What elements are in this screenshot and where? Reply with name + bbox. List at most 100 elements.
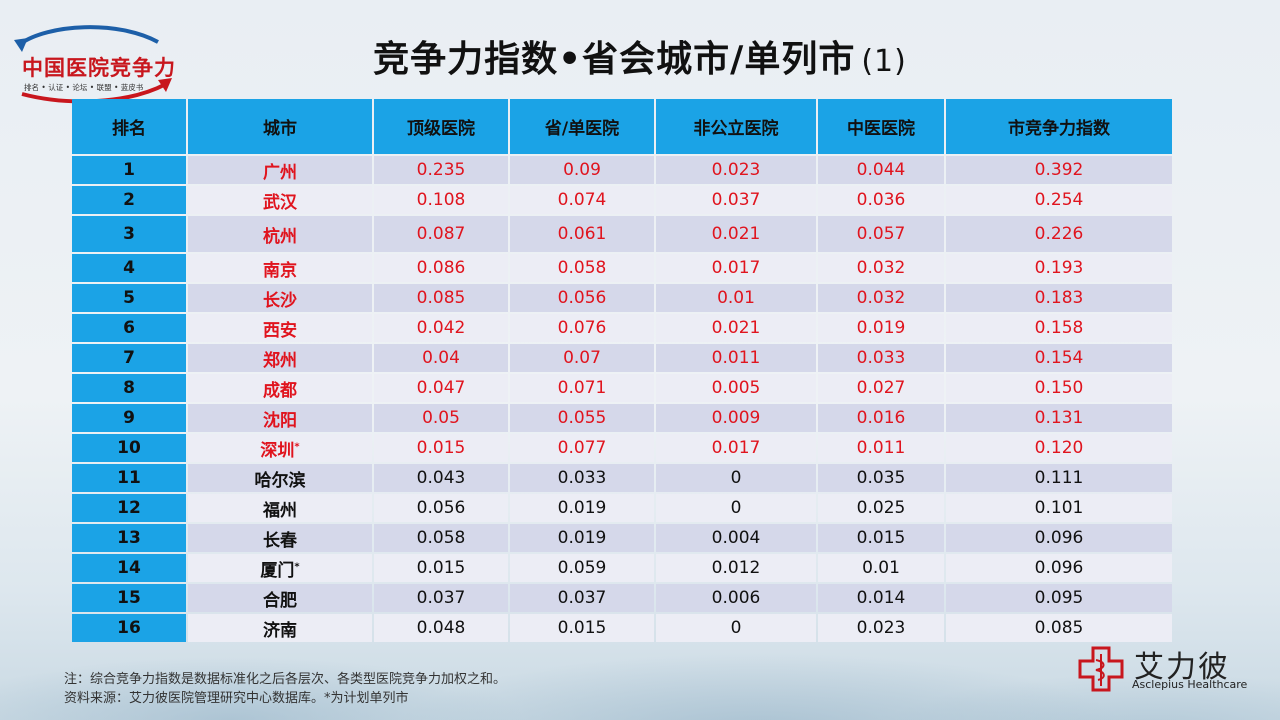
provincial-hospital-cell-text: 0.074	[557, 190, 607, 210]
private-hospital-cell-text: 0.021	[711, 224, 761, 244]
tcm-hospital-cell: 0.01	[818, 554, 944, 582]
tcm-hospital-cell-text: 0.016	[856, 408, 906, 428]
city-index-cell-text: 0.085	[1034, 618, 1084, 638]
private-hospital-cell-text: 0.037	[711, 190, 761, 210]
city-index-cell-text: 0.096	[1034, 528, 1084, 548]
table-row: 7 郑州 0.04 0.07 0.011 0.033 0.154	[72, 344, 1172, 372]
top-hospital-cell: 0.087	[374, 216, 508, 252]
provincial-hospital-cell: 0.077	[510, 434, 654, 462]
city-index-cell: 0.096	[946, 554, 1172, 582]
city-index-cell-text: 0.101	[1034, 498, 1084, 518]
city-index-cell: 0.183	[946, 284, 1172, 312]
city-cell-text: 广州	[263, 162, 297, 183]
private-hospital-cell: 0.023	[656, 156, 816, 184]
provincial-hospital-cell-text: 0.019	[557, 498, 607, 518]
asclepius-logo: 艾力彼 Asclepius Healthcare	[1078, 640, 1268, 700]
private-hospital-cell-text: 0.017	[711, 438, 761, 458]
city-index-cell-text: 0.120	[1034, 438, 1084, 458]
top-hospital-cell-text: 0.04	[422, 348, 460, 368]
top-hospital-cell-text: 0.085	[416, 288, 466, 308]
city-cell: 广州	[188, 156, 372, 184]
table-row: 11 哈尔滨 0.043 0.033 0 0.035 0.111	[72, 464, 1172, 492]
city-index-cell: 0.096	[946, 524, 1172, 552]
rank-cell-text: 15	[117, 588, 141, 608]
city-index-cell: 0.111	[946, 464, 1172, 492]
top-hospital-cell-text: 0.087	[416, 224, 466, 244]
city-index-cell: 0.226	[946, 216, 1172, 252]
city-cell-text: 济南	[263, 620, 297, 641]
city-index-cell: 0.154	[946, 344, 1172, 372]
provincial-hospital-cell-text: 0.056	[557, 288, 607, 308]
provincial-hospital-cell: 0.09	[510, 156, 654, 184]
footnote-method: 注：综合竞争力指数是数据标准化之后各层次、各类型医院竞争力加权之和。	[64, 672, 507, 687]
rank-cell: 6	[72, 314, 186, 342]
provincial-hospital-cell: 0.07	[510, 344, 654, 372]
tcm-hospital-cell-text: 0.035	[856, 468, 906, 488]
table-header-row: 排名 城市 顶级医院 省/单医院 非公立医院 中医医院 市竞争力指数	[72, 99, 1172, 154]
table-body: 1 广州 0.235 0.09 0.023 0.044 0.392 2 武汉 0.108 0.074…	[72, 156, 1172, 642]
table-row: 1 广州 0.235 0.09 0.023 0.044 0.392	[72, 156, 1172, 184]
rank-cell-text: 5	[123, 288, 135, 308]
city-index-cell: 0.150	[946, 374, 1172, 402]
private-hospital-cell: 0.012	[656, 554, 816, 582]
private-hospital-cell: 0.021	[656, 314, 816, 342]
tcm-hospital-cell: 0.011	[818, 434, 944, 462]
city-index-cell-text: 0.193	[1034, 258, 1084, 278]
top-hospital-cell-text: 0.015	[416, 438, 466, 458]
rank-cell-text: 1	[123, 160, 135, 180]
rank-cell-text: 6	[123, 318, 135, 338]
provincial-hospital-cell-text: 0.077	[557, 438, 607, 458]
rank-cell: 7	[72, 344, 186, 372]
city-index-cell-text: 0.254	[1034, 190, 1084, 210]
city-index-cell: 0.101	[946, 494, 1172, 522]
provincial-hospital-cell-text: 0.037	[557, 588, 607, 608]
rank-cell: 13	[72, 524, 186, 552]
provincial-hospital-cell: 0.055	[510, 404, 654, 432]
top-hospital-cell-text: 0.235	[416, 160, 466, 180]
city-index-cell: 0.095	[946, 584, 1172, 612]
tcm-hospital-cell-text: 0.057	[856, 224, 906, 244]
private-hospital-cell: 0.011	[656, 344, 816, 372]
rank-cell: 2	[72, 186, 186, 214]
provincial-hospital-cell: 0.015	[510, 614, 654, 642]
provincial-hospital-cell: 0.071	[510, 374, 654, 402]
top-hospital-cell-text: 0.058	[416, 528, 466, 548]
rank-cell: 3	[72, 216, 186, 252]
tcm-hospital-cell-text: 0.023	[856, 618, 906, 638]
rank-cell-text: 13	[117, 528, 141, 548]
title-main: 竞争力指数•省会城市/单列市	[373, 39, 856, 80]
provincial-hospital-cell: 0.058	[510, 254, 654, 282]
tcm-hospital-cell: 0.016	[818, 404, 944, 432]
city-cell-text: 成都	[263, 380, 297, 401]
tcm-hospital-cell: 0.035	[818, 464, 944, 492]
table-row: 13 长春 0.058 0.019 0.004 0.015 0.096	[72, 524, 1172, 552]
private-hospital-cell-text: 0	[730, 618, 742, 638]
private-hospital-cell-text: 0.021	[711, 318, 761, 338]
table-row: 9 沈阳 0.05 0.055 0.009 0.016 0.131	[72, 404, 1172, 432]
provincial-hospital-cell: 0.059	[510, 554, 654, 582]
tcm-hospital-cell-text: 0.032	[856, 258, 906, 278]
tcm-hospital-cell: 0.015	[818, 524, 944, 552]
provincial-hospital-cell: 0.033	[510, 464, 654, 492]
tcm-hospital-cell-text: 0.044	[856, 160, 906, 180]
tcm-hospital-cell-text: 0.015	[856, 528, 906, 548]
private-hospital-cell-text: 0.005	[711, 378, 761, 398]
city-index-cell-text: 0.226	[1034, 224, 1084, 244]
brand-name-cn: 艾力彼	[1134, 650, 1230, 685]
tcm-hospital-cell-text: 0.011	[856, 438, 906, 458]
city-index-cell: 0.158	[946, 314, 1172, 342]
city-cell: 郑州	[188, 344, 372, 372]
top-hospital-cell: 0.058	[374, 524, 508, 552]
tcm-hospital-cell-text: 0.01	[862, 558, 900, 578]
top-hospital-cell-text: 0.056	[416, 498, 466, 518]
top-hospital-cell: 0.056	[374, 494, 508, 522]
footnotes: 注：综合竞争力指数是数据标准化之后各层次、各类型医院竞争力加权之和。 资料来源：…	[64, 670, 506, 708]
provincial-hospital-cell-text: 0.019	[557, 528, 607, 548]
tcm-hospital-cell: 0.023	[818, 614, 944, 642]
private-hospital-cell-text: 0.023	[711, 160, 761, 180]
top-hospital-cell-text: 0.037	[416, 588, 466, 608]
top-hospital-cell-text: 0.048	[416, 618, 466, 638]
plan-city-mark: *	[294, 560, 300, 572]
private-hospital-cell-text: 0.01	[717, 288, 755, 308]
private-hospital-cell: 0.037	[656, 186, 816, 214]
